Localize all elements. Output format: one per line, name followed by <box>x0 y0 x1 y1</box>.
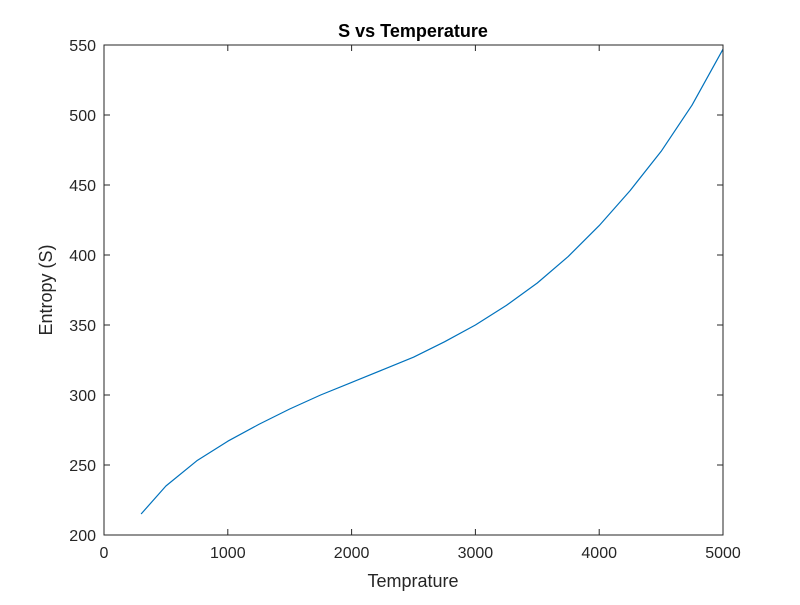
y-tick-label: 400 <box>69 248 96 265</box>
x-tick-label: 3000 <box>458 545 494 562</box>
x-tick-label: 2000 <box>334 545 370 562</box>
y-tick-label: 500 <box>69 108 96 125</box>
x-tick-label: 1000 <box>210 545 246 562</box>
y-axis: 200 250 300 350 400 450 500 550 <box>69 38 723 545</box>
y-tick-label: 200 <box>69 528 96 545</box>
x-axis: 0 1000 2000 3000 4000 5000 <box>100 45 741 562</box>
y-tick-label: 550 <box>69 38 96 55</box>
axes-box <box>103 44 724 536</box>
plot-area <box>103 44 724 536</box>
x-tick-label: 0 <box>100 545 109 562</box>
y-tick-label: 450 <box>69 178 96 195</box>
series-line-0 <box>140 48 724 515</box>
y-axis-label: Entropy (S) <box>36 244 56 335</box>
y-tick-label: 350 <box>69 318 96 335</box>
chart-title: S vs Temperature <box>338 21 488 41</box>
y-tick-label: 250 <box>69 458 96 475</box>
x-axis-label: Temprature <box>367 571 458 591</box>
y-tick-label: 300 <box>69 388 96 405</box>
x-tick-label: 5000 <box>705 545 741 562</box>
x-tick-label: 4000 <box>581 545 617 562</box>
